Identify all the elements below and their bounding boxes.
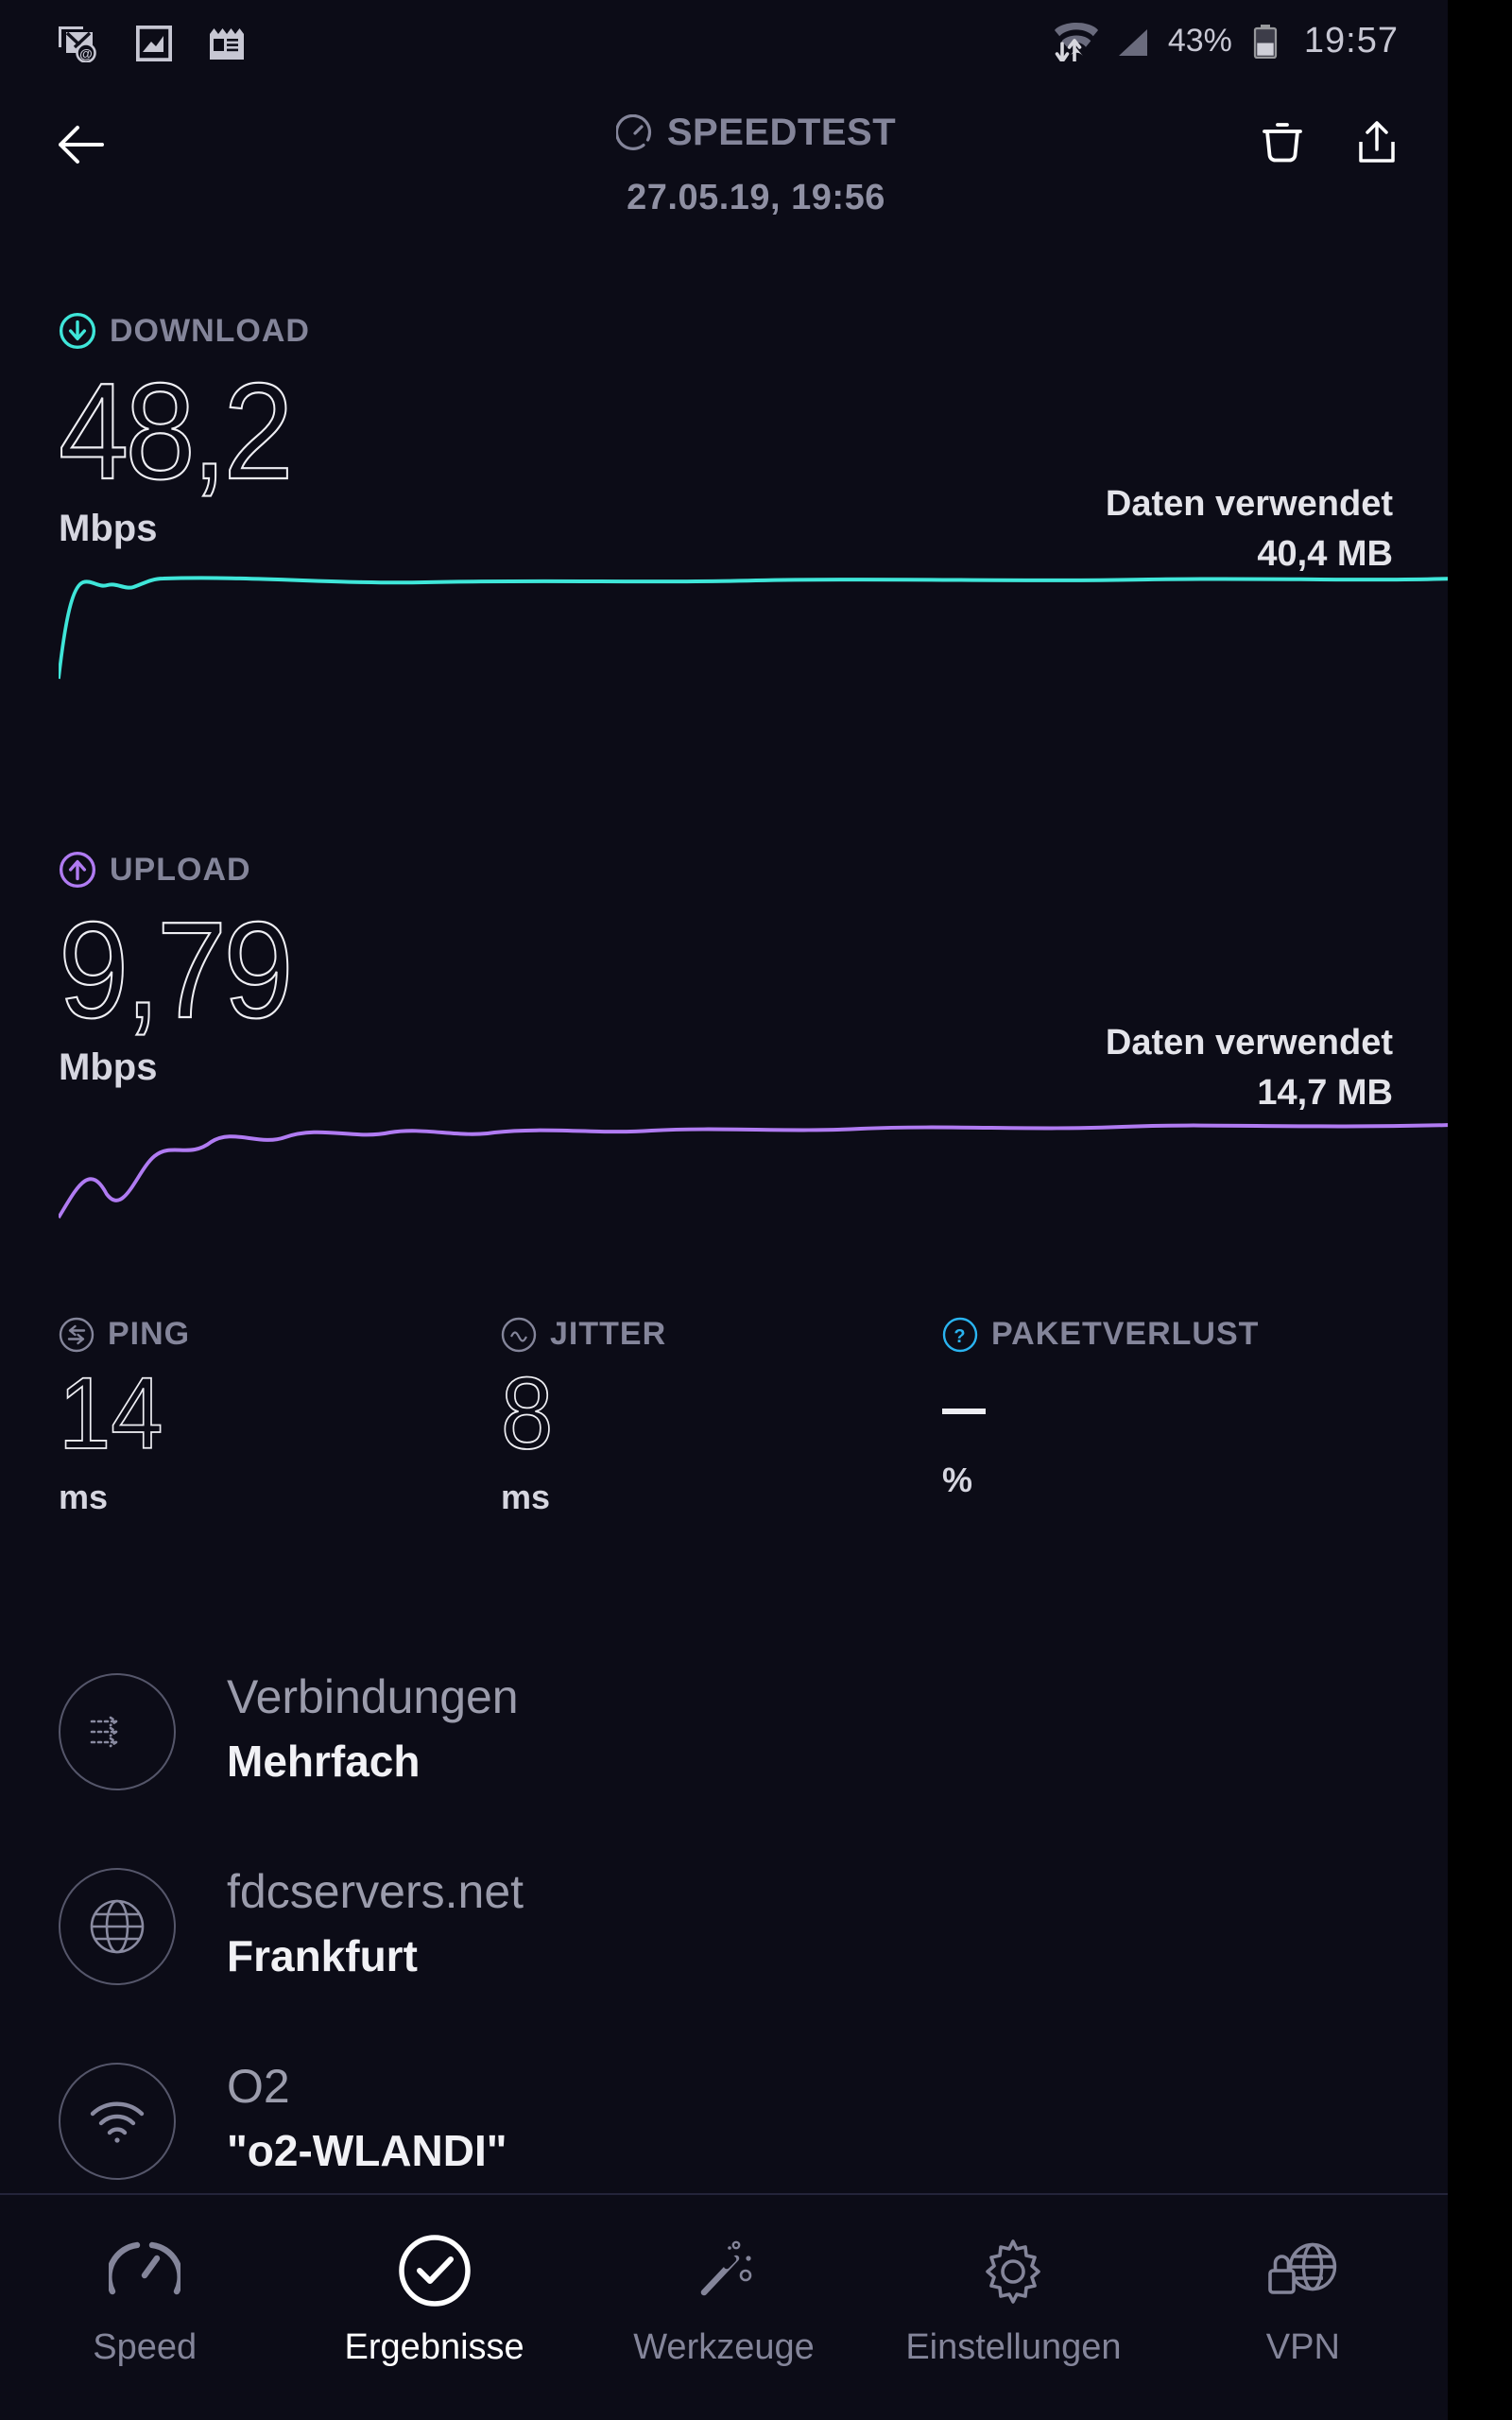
svg-text:@: @ bbox=[79, 46, 93, 61]
svg-text:?: ? bbox=[954, 1326, 966, 1347]
